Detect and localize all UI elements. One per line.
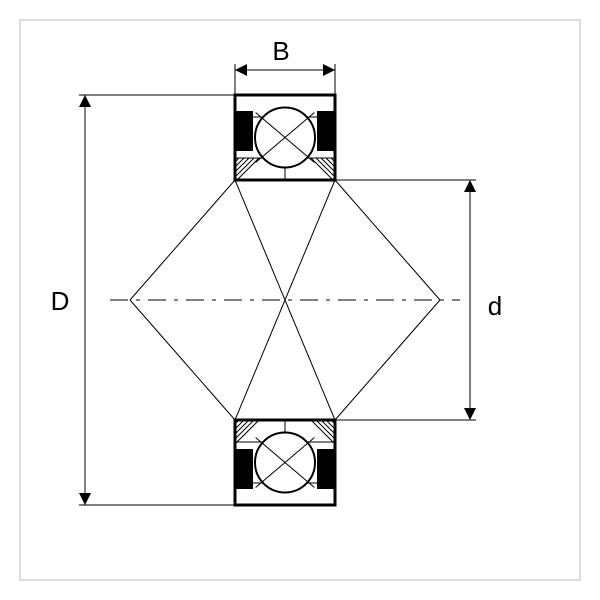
arrowhead bbox=[235, 64, 247, 76]
label-B: B bbox=[272, 36, 289, 66]
label-D: D bbox=[51, 286, 70, 316]
label-d: d bbox=[488, 291, 502, 321]
diamond-tr bbox=[335, 180, 440, 300]
bearing-top-section bbox=[235, 95, 335, 182]
arrowhead bbox=[79, 95, 91, 107]
arrowhead bbox=[323, 64, 335, 76]
bearing-diagram-svg: Dd B bbox=[0, 0, 600, 600]
diamond-bl bbox=[130, 300, 235, 420]
arrowhead bbox=[464, 180, 476, 192]
arrowhead bbox=[79, 493, 91, 505]
diagram-stage: Dd B bbox=[0, 0, 600, 600]
diamond-br bbox=[335, 300, 440, 420]
bearing-bottom-section bbox=[235, 420, 335, 505]
diamond-tl bbox=[130, 180, 235, 300]
arrowhead bbox=[464, 408, 476, 420]
